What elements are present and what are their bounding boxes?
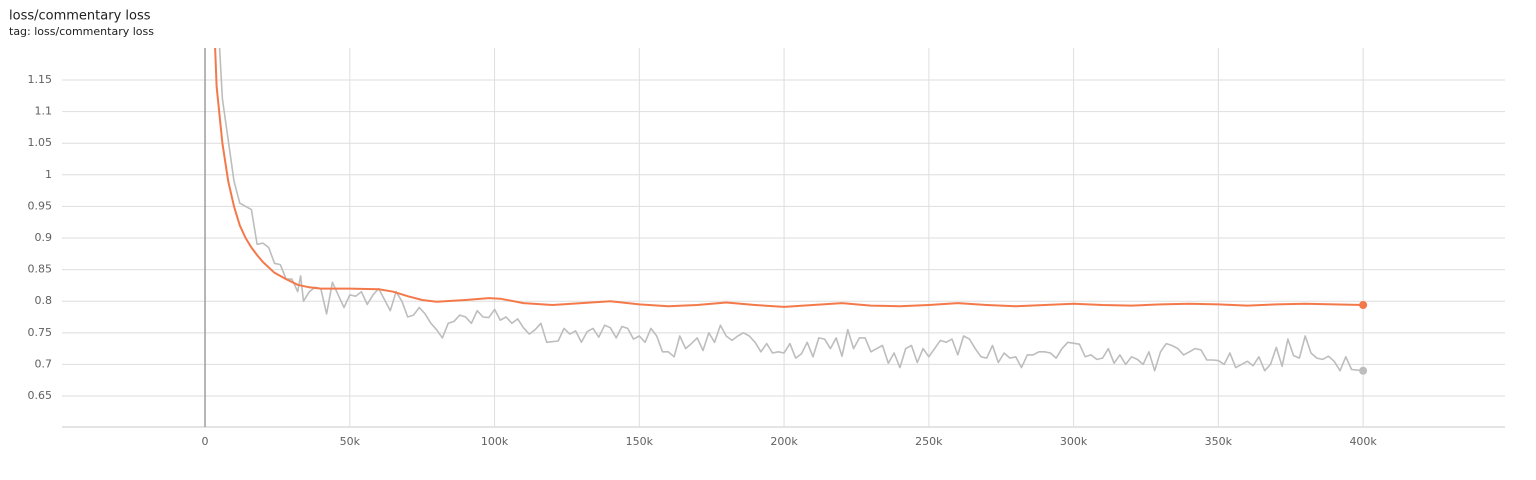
y-tick-label: 1.15 <box>28 73 53 86</box>
chart-subtitle: tag: loss/commentary loss <box>9 25 154 38</box>
y-tick-label: 0.85 <box>28 263 53 276</box>
plot <box>214 48 1364 372</box>
x-tick-label: 250k <box>915 435 943 448</box>
x-tick-label: 200k <box>770 435 798 448</box>
y-tick-label: 0.7 <box>35 357 53 370</box>
x-tick-label: 350k <box>1205 435 1233 448</box>
series-line <box>214 48 1364 308</box>
x-tick-label: 50k <box>340 435 361 448</box>
x-tick-label: 400k <box>1349 435 1377 448</box>
chart-title: loss/commentary loss <box>9 9 151 24</box>
y-tick-label: 1.05 <box>28 136 53 149</box>
x-tick-label: 0 <box>202 435 209 448</box>
series-line <box>218 48 1364 372</box>
y-tick-label: 0.8 <box>35 294 53 307</box>
last-point <box>1359 301 1368 310</box>
last-point <box>1359 366 1368 375</box>
y-tick-label: 0.65 <box>28 389 53 402</box>
x-tick-label: 150k <box>626 435 654 448</box>
y-tick-label: 1.1 <box>35 105 53 118</box>
y-tick-label: 0.95 <box>28 199 53 212</box>
x-tick-label: 300k <box>1060 435 1088 448</box>
x-tick-label: 100k <box>481 435 509 448</box>
y-tick-label: 0.9 <box>35 231 53 244</box>
y-tick-label: 0.75 <box>28 326 53 339</box>
y-tick-label: 1 <box>45 168 52 181</box>
